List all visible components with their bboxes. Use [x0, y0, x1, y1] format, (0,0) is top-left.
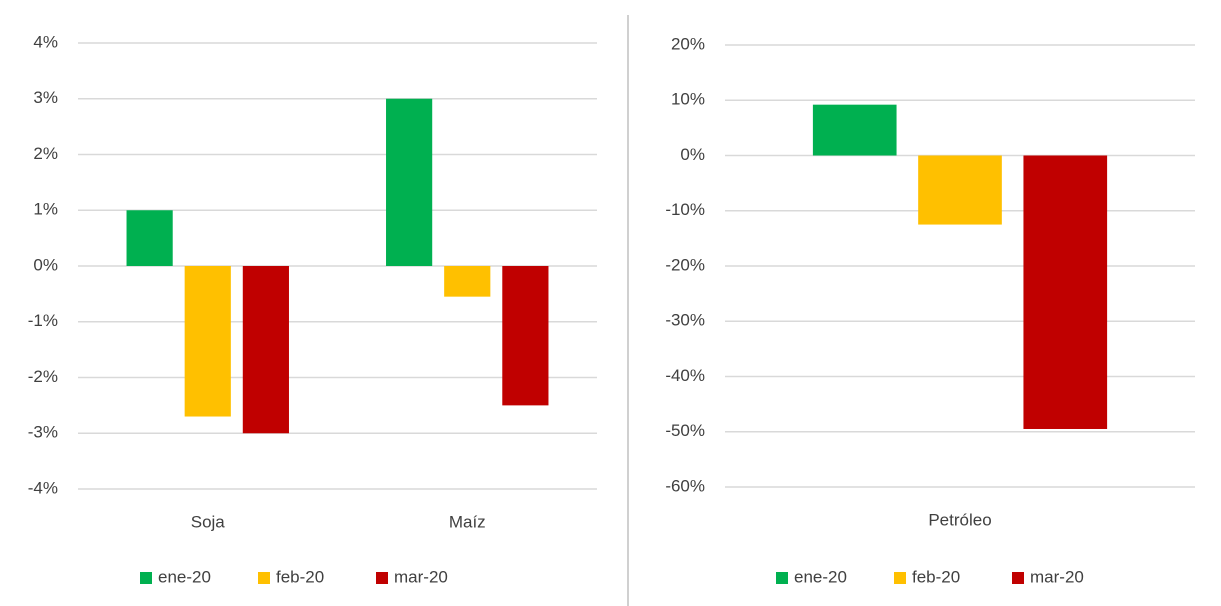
bar	[918, 155, 1002, 225]
bar	[1023, 155, 1108, 429]
legend-swatch	[376, 572, 388, 584]
y-tick-label: 4%	[33, 32, 58, 51]
x-tick-label: Soja	[191, 512, 226, 531]
y-tick-label: 20%	[671, 34, 705, 53]
y-tick-label: -40%	[665, 366, 705, 385]
legend-label: ene-20	[158, 567, 211, 586]
legend-label: feb-20	[912, 567, 960, 586]
legend-swatch	[140, 572, 152, 584]
bar	[126, 210, 173, 266]
legend-swatch	[258, 572, 270, 584]
bar	[386, 98, 433, 266]
y-tick-label: 1%	[33, 200, 58, 219]
y-tick-label: -50%	[665, 421, 705, 440]
y-tick-label: -60%	[665, 476, 705, 495]
y-tick-label: 2%	[33, 144, 58, 163]
bar	[812, 104, 897, 156]
y-tick-label: -3%	[28, 423, 58, 442]
bar	[502, 266, 549, 406]
y-tick-label: -30%	[665, 311, 705, 330]
legend-swatch	[776, 572, 788, 584]
y-tick-label: -10%	[665, 200, 705, 219]
bar	[184, 266, 231, 417]
bar	[444, 266, 491, 297]
y-tick-label: 0%	[680, 145, 705, 164]
x-tick-label: Maíz	[449, 512, 486, 531]
bar	[242, 266, 289, 434]
x-tick-label: Petróleo	[928, 510, 991, 529]
y-tick-label: 10%	[671, 90, 705, 109]
legend-swatch	[1012, 572, 1024, 584]
legend-label: feb-20	[276, 567, 324, 586]
y-tick-label: 3%	[33, 88, 58, 107]
y-tick-label: 0%	[33, 255, 58, 274]
legend-label: mar-20	[394, 567, 448, 586]
y-tick-label: -20%	[665, 255, 705, 274]
legend-swatch	[894, 572, 906, 584]
y-tick-label: -2%	[28, 367, 58, 386]
legend-label: ene-20	[794, 567, 847, 586]
legend-label: mar-20	[1030, 567, 1084, 586]
y-tick-label: -4%	[28, 478, 58, 497]
y-tick-label: -1%	[28, 311, 58, 330]
